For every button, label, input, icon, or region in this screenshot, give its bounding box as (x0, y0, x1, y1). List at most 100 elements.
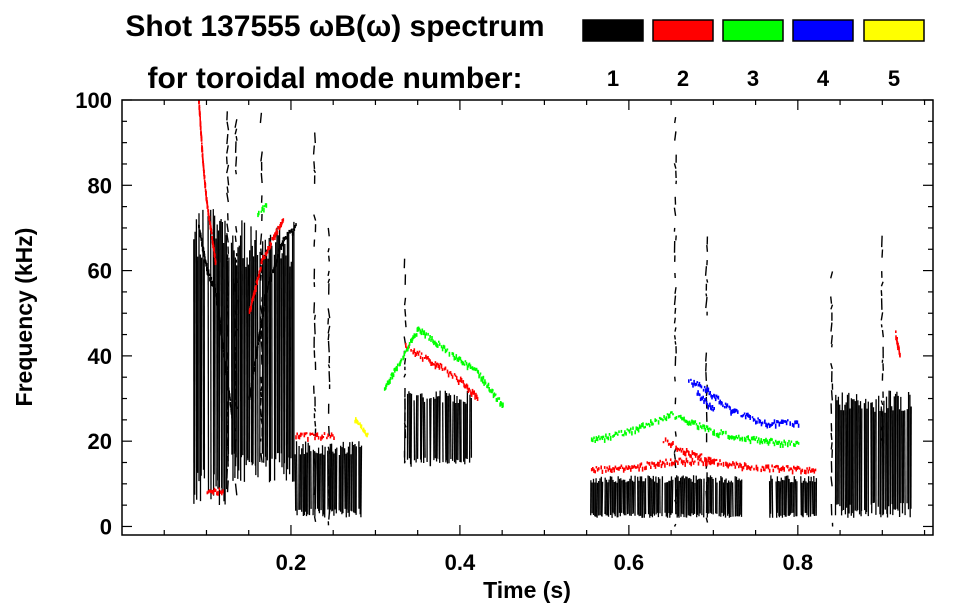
ridge-dot (683, 450, 686, 456)
ridge-dot (729, 406, 731, 411)
ridge-dot (620, 464, 623, 467)
ridge-dot (675, 416, 678, 420)
ridge-dot (208, 216, 211, 219)
ridge-dot (788, 469, 790, 472)
spike-segment (234, 439, 237, 452)
spike-segment (313, 302, 316, 314)
ridge-dot (707, 404, 709, 410)
ridge-dot (669, 458, 672, 461)
ridge-dot (360, 424, 363, 430)
ridge-dot (791, 469, 794, 475)
ridge-mode-2-7 (590, 457, 817, 475)
ridge-dot (207, 209, 210, 214)
ridge-dot (801, 468, 804, 473)
ridge-dot (641, 466, 644, 472)
ridge-dot (645, 422, 648, 426)
ridge-dot (703, 424, 705, 430)
ridge-dot (290, 229, 292, 233)
ridge-dot (231, 414, 233, 419)
ridge-dot (594, 470, 596, 474)
ridge-dot (435, 341, 437, 347)
ridge-dot (229, 398, 232, 401)
ridge-dot (282, 241, 284, 246)
ridge-dot (778, 440, 781, 444)
ridge-dot (425, 354, 427, 359)
spike-segment (235, 226, 238, 233)
ridge-dot (418, 327, 421, 330)
ridge-dot (443, 345, 446, 349)
ridge-dot (699, 453, 702, 457)
ridge-dot (387, 380, 389, 383)
ridge-dot (692, 383, 694, 388)
ridge-dot (774, 439, 777, 443)
ridge-dot (367, 432, 369, 436)
ridge-dot (207, 269, 210, 274)
spike-segment (234, 483, 238, 496)
ridge-dot (712, 408, 715, 412)
ridge-dot (200, 126, 202, 130)
ridge-dot (432, 339, 434, 344)
ridge-dot (753, 435, 755, 441)
spike-segment (830, 390, 833, 401)
ridge-dot (735, 461, 738, 466)
ridge-dot (797, 466, 800, 470)
ridge-dot (282, 237, 285, 240)
ridge-dot (720, 462, 722, 466)
ridge-dot (482, 375, 485, 380)
ridge-dot (710, 394, 712, 398)
blob-stroke (415, 395, 418, 463)
ridge-dot (739, 462, 741, 467)
ridge-dot (594, 439, 596, 443)
ridge-dot (469, 389, 471, 392)
ridge-dot (261, 318, 263, 322)
spike-segment (327, 340, 330, 353)
ridge-dot (389, 379, 391, 384)
ridge-dot (741, 436, 744, 442)
ridge-dot (698, 381, 701, 387)
ridge-dot (255, 287, 257, 292)
spike-segment (226, 233, 229, 243)
ridge-dot (420, 352, 423, 355)
ridge-dot (761, 465, 764, 469)
ridge-dot (298, 434, 301, 440)
spike-segment (226, 286, 229, 296)
ridge-dot (725, 404, 728, 409)
ridge-dot (661, 460, 664, 466)
blob-stroke (360, 445, 363, 518)
ridge-dot (698, 455, 700, 459)
ridge-dot (453, 373, 456, 376)
ridge-dot (712, 395, 714, 398)
ridge-dot (221, 490, 223, 496)
ridge-dot (704, 457, 706, 462)
legend-item-n3: 3 (722, 19, 784, 91)
ridge-dot (785, 420, 788, 426)
ridge-dot (297, 435, 300, 439)
ridge-dot (622, 467, 625, 473)
ridge-dot (672, 461, 674, 465)
ridge-dot (811, 468, 813, 473)
ridge-dot (321, 434, 323, 440)
ridge-dot (628, 465, 631, 469)
ridge-dot (617, 433, 619, 436)
ridge-dot (214, 288, 217, 293)
ridge-dot (217, 490, 219, 496)
blob-mode-1-1 (226, 220, 295, 483)
ridge-dot (630, 467, 632, 472)
ridge-dot (735, 435, 738, 439)
ridge-dot (198, 100, 200, 104)
ridge-dot (658, 462, 660, 467)
spike-segment (260, 418, 263, 425)
ridge-dot (252, 376, 254, 380)
ridge-dot (438, 340, 440, 343)
ridge-dot (794, 444, 796, 447)
ridge-dot (708, 460, 711, 465)
ridge-dot (366, 434, 368, 438)
ridge-dot (677, 447, 680, 451)
ridge-dot (497, 397, 499, 400)
ridge-dot (637, 464, 639, 468)
ridge-dot (627, 429, 630, 432)
ridge-dot (603, 438, 606, 443)
ridge-dot (797, 442, 800, 445)
ridge-dot (443, 367, 446, 371)
ridge-dot (438, 365, 441, 370)
